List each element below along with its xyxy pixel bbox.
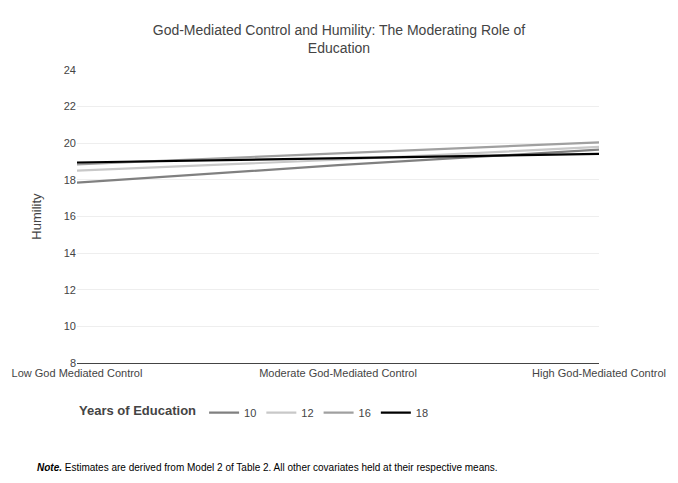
svg-text:12: 12 — [64, 284, 76, 296]
svg-text:20: 20 — [64, 137, 76, 149]
svg-text:22: 22 — [64, 100, 76, 112]
svg-text:Note. Estimates are derived fr: Note. Estimates are derived from Model 2… — [37, 462, 498, 473]
svg-text:10: 10 — [64, 320, 76, 332]
svg-text:God-Mediated Control and Humil: God-Mediated Control and Humility: The M… — [153, 22, 526, 56]
svg-text:16: 16 — [64, 210, 76, 222]
svg-text:10: 10 — [244, 407, 256, 419]
svg-text:8: 8 — [70, 357, 76, 369]
svg-text:Years of Education: Years of Education — [79, 403, 196, 418]
svg-text:12: 12 — [301, 407, 313, 419]
svg-text:High God-Mediated Control: High God-Mediated Control — [532, 367, 666, 379]
svg-text:18: 18 — [416, 407, 428, 419]
svg-text:Moderate God-Mediated Control: Moderate God-Mediated Control — [259, 367, 417, 379]
svg-text:16: 16 — [359, 407, 371, 419]
svg-text:14: 14 — [64, 247, 76, 259]
svg-text:24: 24 — [64, 64, 76, 76]
svg-text:Humility: Humility — [29, 193, 44, 240]
svg-text:Low God Mediated Control: Low God Mediated Control — [12, 367, 143, 379]
svg-text:18: 18 — [64, 174, 76, 186]
